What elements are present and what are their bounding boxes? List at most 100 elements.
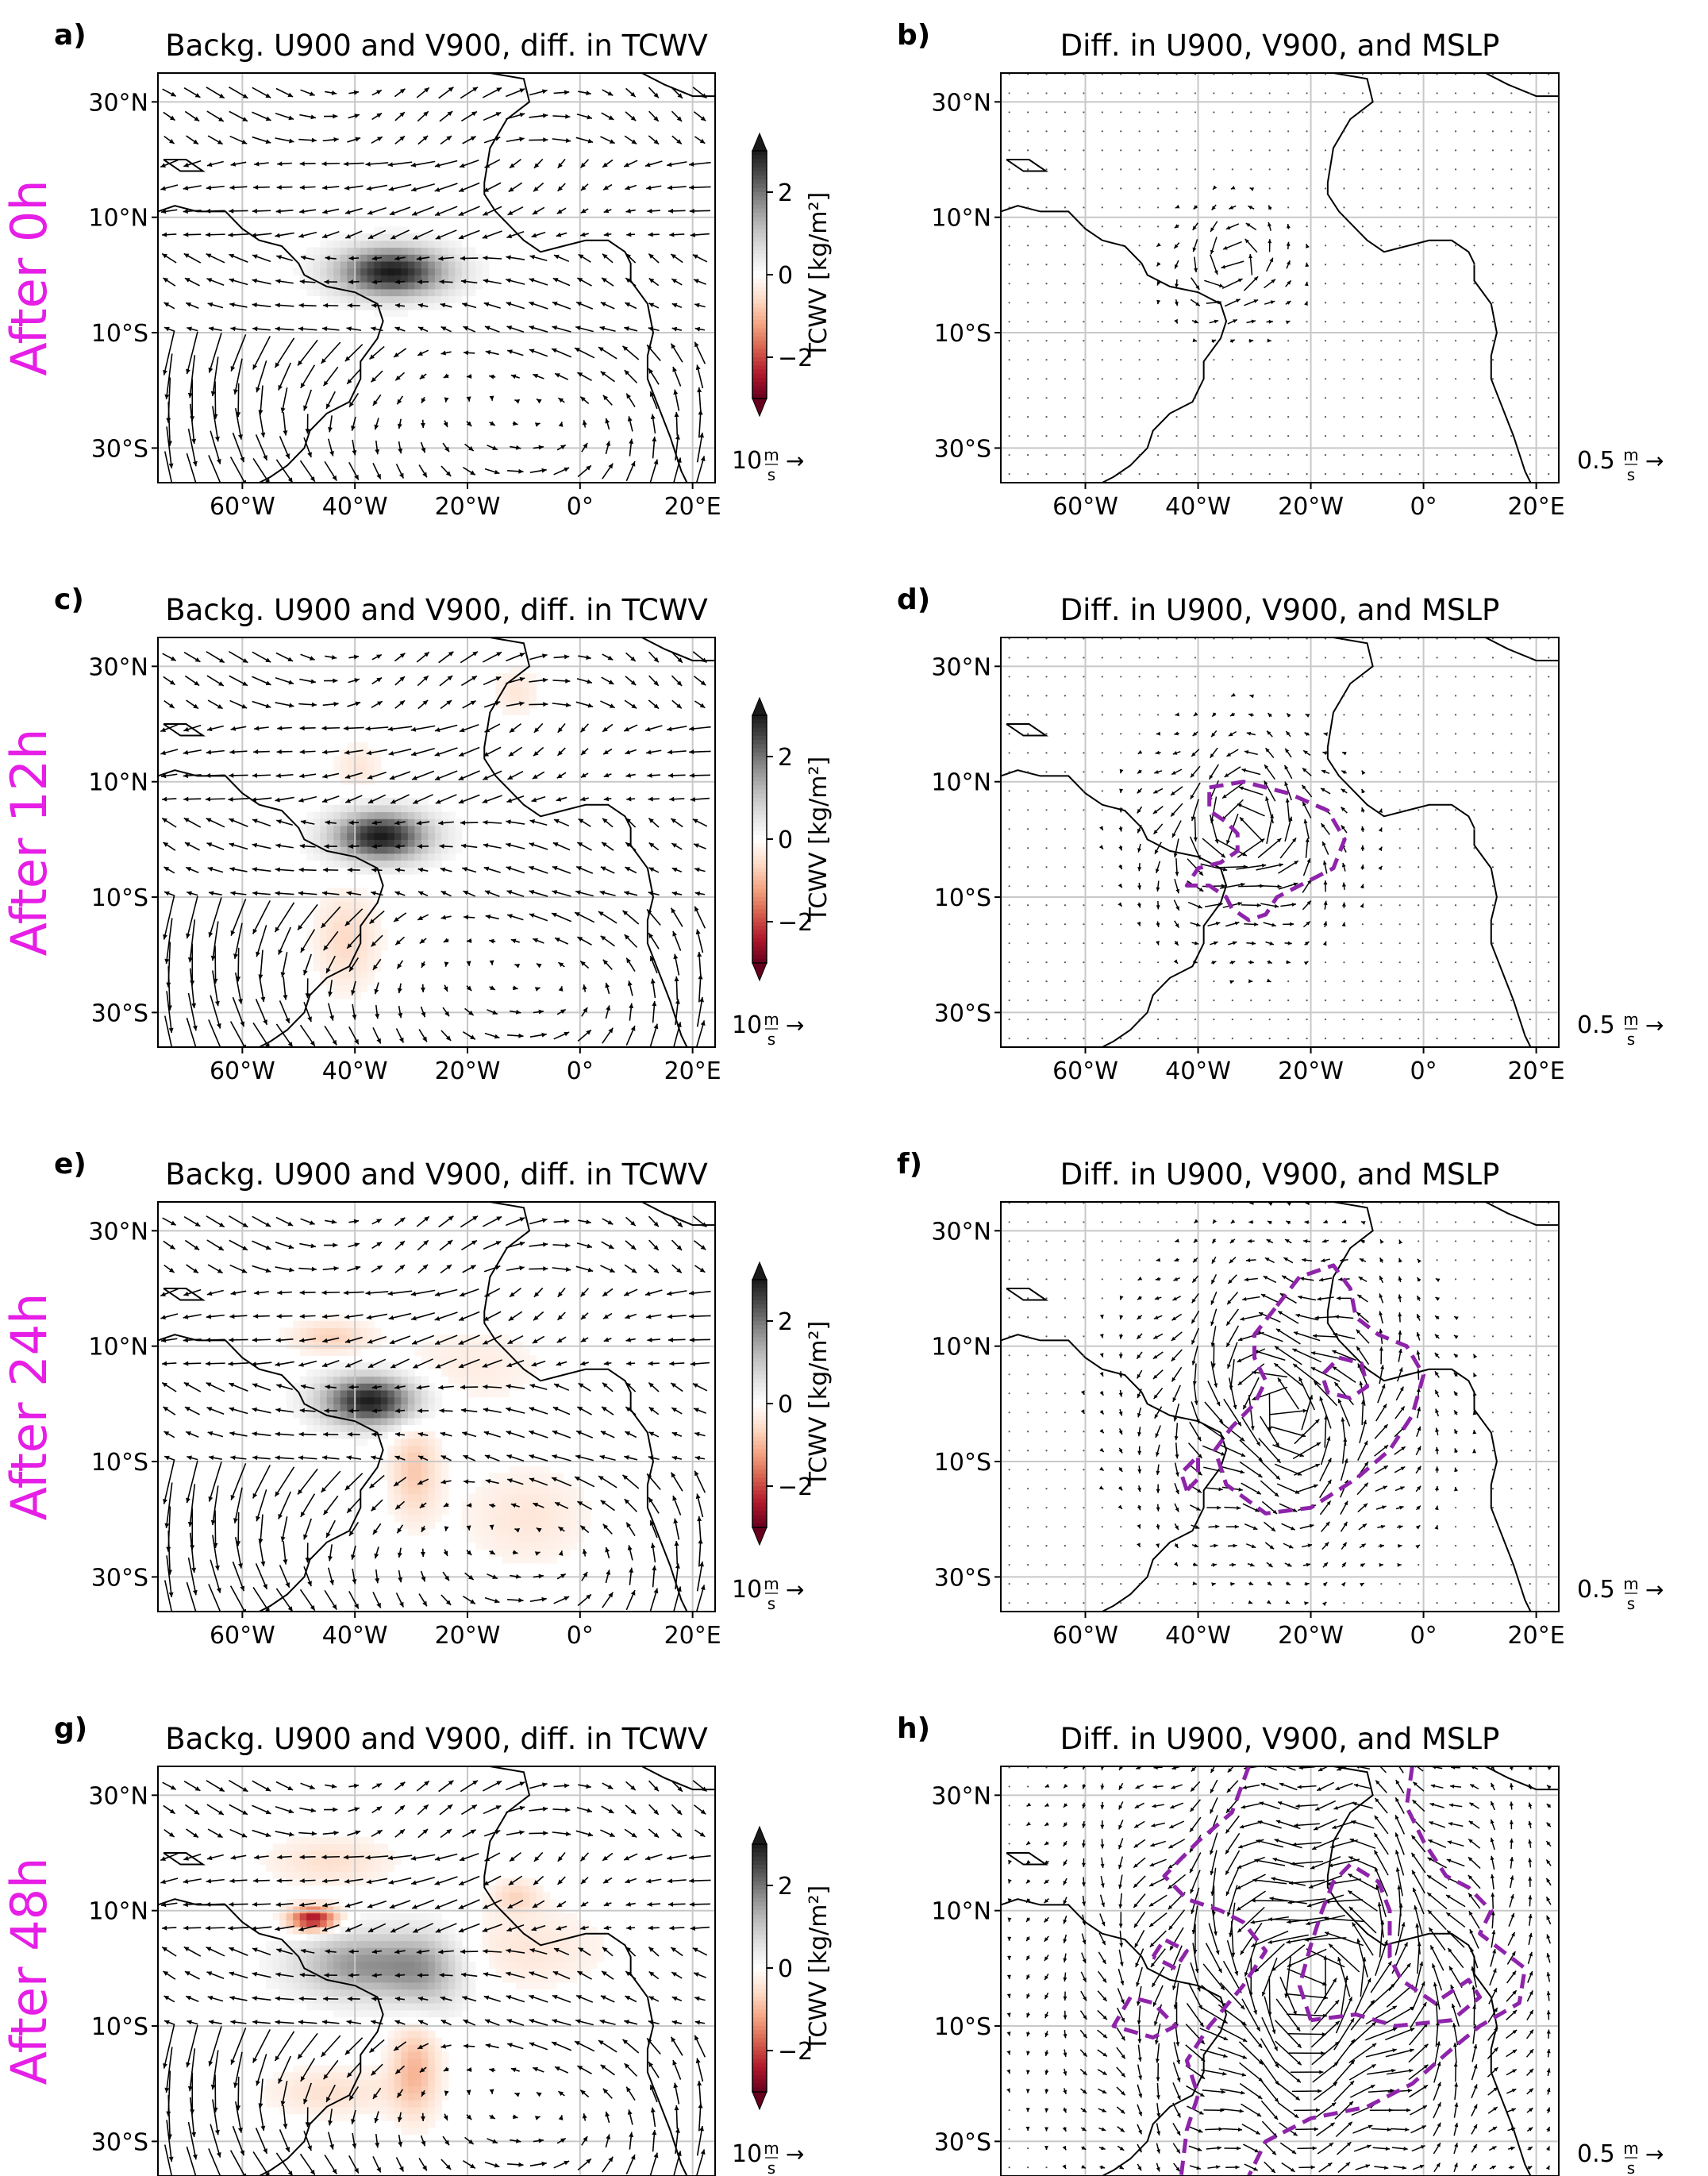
wind-arrow-head bbox=[207, 302, 213, 307]
tcwv-cell bbox=[434, 260, 442, 269]
tcwv-cell bbox=[515, 1362, 524, 1370]
tcwv-cell bbox=[549, 1549, 557, 1557]
wind-diff-dot bbox=[1045, 245, 1048, 247]
tcwv-cell bbox=[461, 288, 470, 297]
wind-arrow-head bbox=[622, 910, 629, 916]
tcwv-cell bbox=[441, 260, 449, 269]
wind-arrow-head bbox=[193, 1268, 198, 1273]
wind-diff-arrow-head bbox=[1214, 270, 1218, 275]
tcwv-cell bbox=[394, 282, 402, 290]
x-tick-label: 0° bbox=[567, 493, 594, 521]
wind-arrow-head bbox=[692, 818, 698, 824]
wind-arrow-head bbox=[265, 680, 271, 686]
wind-arrow-head bbox=[653, 680, 659, 686]
wind-diff-dot bbox=[1510, 657, 1513, 659]
tcwv-cell bbox=[536, 1500, 544, 1508]
wind-diff-dot bbox=[1418, 942, 1420, 945]
tcwv-cell bbox=[380, 247, 388, 255]
tcwv-cell bbox=[414, 839, 422, 847]
wind-diff-arrow-head bbox=[1196, 922, 1201, 927]
tcwv-cell bbox=[441, 1355, 449, 1363]
wind-arrow-head bbox=[275, 1431, 280, 1437]
tcwv-cell bbox=[502, 1514, 510, 1523]
wind-arrow bbox=[252, 1022, 270, 1047]
wind-arrow-head bbox=[603, 232, 610, 237]
wind-vectors bbox=[160, 1215, 711, 1612]
tcwv-cell bbox=[313, 846, 321, 854]
wind-arrow-head bbox=[163, 842, 169, 847]
wind-diff-dot bbox=[1510, 111, 1513, 114]
tcwv-cell bbox=[428, 846, 436, 854]
tcwv-cell bbox=[549, 1500, 557, 1508]
tcwv-cell bbox=[401, 309, 409, 318]
wind-arrow-head bbox=[275, 302, 280, 308]
tcwv-cell bbox=[387, 1473, 395, 1481]
wind-arrow-head bbox=[649, 956, 655, 961]
tcwv-cell bbox=[340, 929, 348, 938]
wind-diff-dot bbox=[1454, 359, 1457, 361]
wind-diff-dot bbox=[1418, 264, 1420, 266]
wind-diff-dot bbox=[1473, 999, 1475, 1002]
wind-arrow-head bbox=[229, 1382, 235, 1388]
tcwv-cell bbox=[522, 1362, 530, 1370]
wind-diff-dot bbox=[1083, 111, 1085, 114]
wind-diff-dot bbox=[1324, 321, 1327, 323]
wind-arrow-head bbox=[277, 1290, 283, 1296]
wind-diff-arrow-head bbox=[1265, 748, 1270, 753]
wind-diff-dot bbox=[1008, 771, 1010, 773]
tcwv-cell bbox=[380, 1376, 388, 1384]
tcwv-cell bbox=[502, 694, 510, 702]
tcwv-cell bbox=[333, 992, 341, 999]
wind-arrow-head bbox=[631, 703, 637, 709]
tcwv-cell bbox=[495, 1473, 503, 1481]
tcwv-cell bbox=[340, 971, 348, 979]
wind-arrow-head bbox=[578, 254, 584, 260]
tcwv-cell bbox=[313, 1334, 321, 1342]
tcwv-cell bbox=[414, 275, 422, 283]
wind-diff-arrow-head bbox=[1222, 867, 1228, 872]
wind-diff-arrow-head bbox=[1194, 268, 1198, 272]
wind-arrow-head bbox=[552, 301, 558, 306]
wind-arrow bbox=[260, 949, 264, 980]
wind-arrow-head bbox=[254, 726, 260, 731]
wind-arrow-head bbox=[625, 749, 631, 755]
wind-diff-arrow-head bbox=[1156, 261, 1161, 267]
wind-arrow-head bbox=[667, 749, 673, 755]
wind-diff-dot bbox=[1306, 149, 1308, 152]
wind-diff-dot bbox=[1473, 397, 1475, 399]
tcwv-cell bbox=[320, 957, 328, 965]
wind-diff-dot bbox=[1529, 92, 1531, 94]
wind-arrow-head bbox=[580, 185, 587, 191]
wind-arrow-head bbox=[348, 820, 354, 826]
wind-arrow-head bbox=[518, 468, 524, 474]
wind-diff-arrow-head bbox=[1197, 855, 1201, 860]
tcwv-cell bbox=[353, 268, 361, 275]
wind-diff-dot bbox=[1510, 790, 1513, 792]
tcwv-cell bbox=[475, 275, 483, 283]
wind-diff-dot bbox=[1436, 809, 1438, 811]
wind-arrow-head bbox=[534, 422, 540, 427]
tcwv-cell bbox=[313, 254, 321, 262]
wind-arrow-head bbox=[186, 1431, 191, 1436]
wind-arrow bbox=[237, 1512, 240, 1546]
wind-diff-dot bbox=[1306, 416, 1308, 418]
wind-arrow-head bbox=[625, 185, 631, 191]
wind-diff-dot bbox=[1324, 657, 1327, 659]
tcwv-cell bbox=[367, 254, 375, 262]
tcwv-cell bbox=[387, 798, 395, 806]
wind-arrow-head bbox=[440, 326, 447, 331]
y-tick-label: 30°N bbox=[88, 653, 148, 681]
wind-diff-dot bbox=[1510, 206, 1513, 209]
wind-diff-dot bbox=[1083, 283, 1085, 285]
tcwv-cell bbox=[353, 260, 361, 269]
wind-diff-dot bbox=[1473, 809, 1475, 811]
tcwv-cell bbox=[495, 1355, 503, 1363]
tcwv-cell bbox=[434, 1459, 442, 1467]
tcwv-cell bbox=[367, 770, 375, 778]
wind-diff-dot bbox=[1436, 885, 1438, 888]
wind-diff-dot bbox=[1380, 961, 1383, 964]
tcwv-cell bbox=[407, 247, 415, 255]
tcwv-cell bbox=[482, 1521, 490, 1529]
wind-arrow bbox=[165, 1482, 173, 1529]
tcwv-cell bbox=[380, 1424, 388, 1432]
